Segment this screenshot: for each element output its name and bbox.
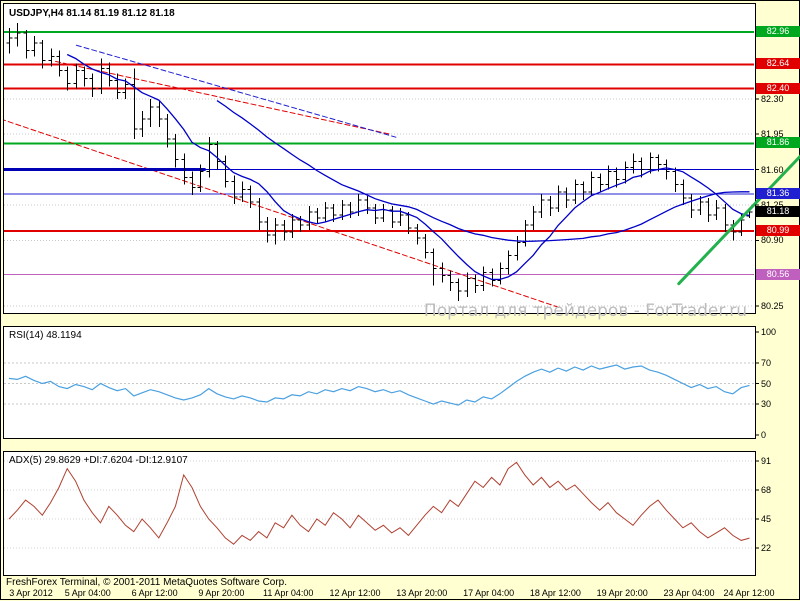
ohlc-bars — [6, 23, 753, 301]
price-level-label: 82.64 — [756, 58, 800, 70]
status-bar-copyright: FreshForex Terminal, © 2001-2011 MetaQuo… — [6, 577, 288, 588]
time-axis-label: 24 Apr 12:00 — [723, 588, 775, 598]
adx-indicator-label: ADX(5) 29.8629 +DI:7.6204 -DI:12.9107 — [9, 455, 188, 466]
time-axis-label: 13 Apr 20:00 — [396, 588, 448, 598]
price-level-label: 80.99 — [756, 225, 800, 237]
price-tick-label: 81.25 — [761, 199, 784, 210]
price-scale[interactable]: 82.30 81.95 81.60 81.25 80.90 80.25 82.96 82.64… — [755, 1, 800, 601]
time-axis-label: 23 Apr 04:00 — [663, 588, 715, 598]
price-tick-label: 80.25 — [761, 300, 784, 311]
price-tick-label: 80.90 — [761, 235, 784, 246]
chart-title: USDJPY,H4 81.14 81.19 81.12 81.18 — [9, 8, 175, 19]
time-axis-label: 19 Apr 20:00 — [596, 588, 648, 598]
time-axis[interactable]: 3 Apr 2012 5 Apr 04:00 6 Apr 12:00 9 Apr 20… — [1, 588, 800, 601]
time-axis-label: 11 Apr 04:00 — [263, 588, 314, 598]
time-axis-label: 18 Apr 12:00 — [529, 588, 581, 598]
rsi-indicator-label: RSI(14) 48.1194 — [9, 330, 82, 341]
moving-average-line[interactable] — [216, 100, 750, 243]
adx-tick-label: 91 — [761, 456, 772, 466]
price-level-label: 82.40 — [756, 82, 800, 94]
current-price-label: 81.18 — [756, 205, 800, 217]
time-axis-label: 5 Apr 04:00 — [64, 588, 111, 598]
adx-panel[interactable] — [3, 451, 756, 576]
rsi-tick-label: 70 — [761, 357, 772, 368]
time-axis-label: 12 Apr 12:00 — [329, 588, 381, 598]
trendline[interactable] — [75, 44, 397, 138]
price-tick-label: 81.95 — [761, 129, 784, 140]
time-axis-label: 9 Apr 20:00 — [198, 588, 245, 598]
moving-average-line[interactable] — [66, 53, 750, 281]
rsi-line — [8, 364, 750, 406]
price-level-label: 81.36 — [756, 187, 800, 199]
rsi-plot-area[interactable] — [4, 362, 754, 406]
price-level-label: 80.56 — [756, 268, 800, 280]
adx-tick-label: 22 — [761, 543, 772, 553]
adx-tick-label: 45 — [761, 514, 772, 524]
time-axis-label: 6 Apr 12:00 — [131, 588, 178, 598]
adx-tick-label: 68 — [761, 485, 772, 495]
trendline[interactable] — [677, 154, 800, 286]
time-axis-label: 17 Apr 04:00 — [463, 588, 515, 598]
rsi-tick-label: 0 — [761, 430, 767, 440]
watermark-text: Портал для трейдеров - ForTrader.ru — [423, 301, 747, 321]
price-tick-label: 82.30 — [761, 93, 784, 104]
adx-line — [8, 461, 750, 545]
adx-plot-area[interactable] — [4, 460, 754, 549]
main-panel[interactable] — [3, 3, 756, 314]
rsi-tick-label: 50 — [761, 378, 772, 389]
rsi-tick-label: 30 — [761, 399, 772, 410]
adx-scale[interactable]: 91 68 45 22 — [755, 1, 800, 601]
price-level-label: 82.96 — [756, 26, 800, 38]
price-plot-area[interactable] — [1, 23, 766, 309]
rsi-tick-label: 100 — [761, 327, 777, 337]
trendline[interactable] — [55, 60, 391, 135]
rsi-panel[interactable] — [3, 326, 756, 439]
time-axis-label: 3 Apr 2012 — [9, 588, 53, 598]
rsi-scale[interactable]: 100 70 50 30 0 — [755, 1, 800, 601]
price-level-label: 81.86 — [756, 137, 800, 149]
price-tick-label: 81.60 — [761, 164, 784, 175]
